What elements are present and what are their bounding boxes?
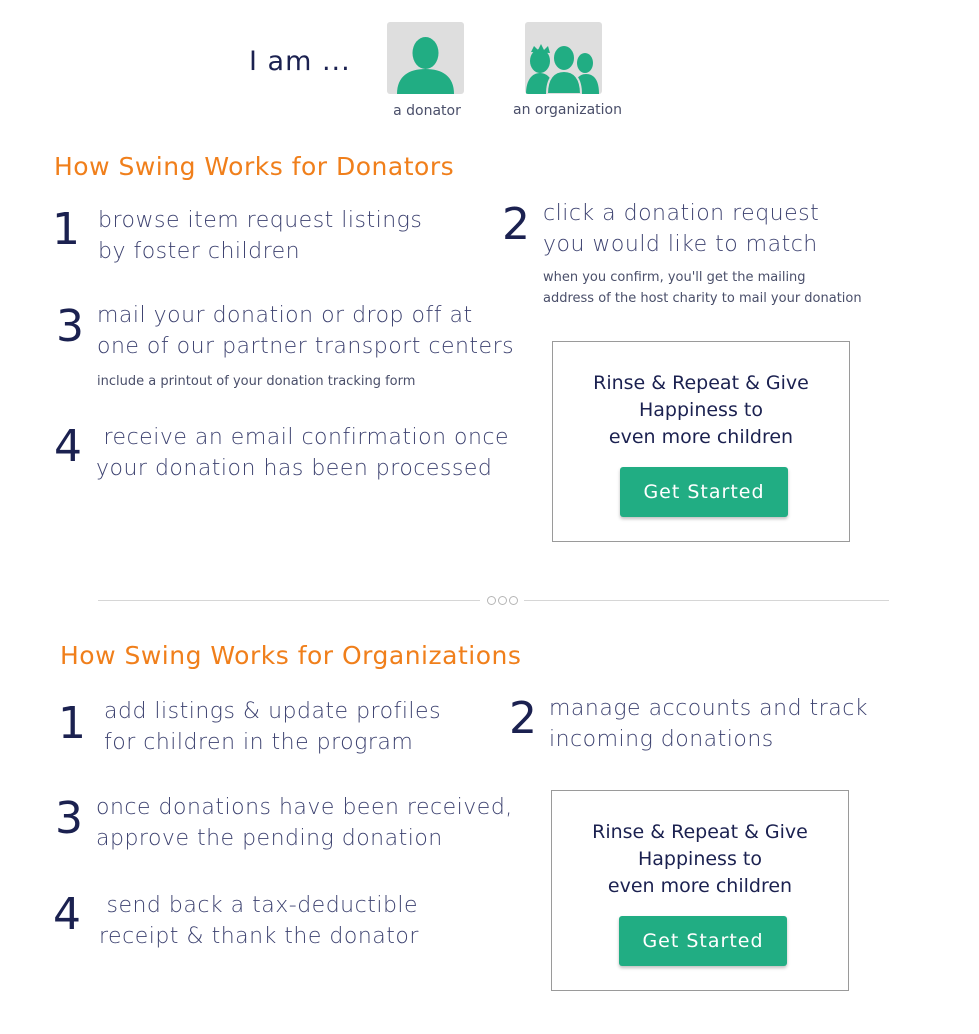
cta-line: Rinse & Repeat & Give (593, 372, 809, 394)
donator-role-button[interactable] (387, 22, 464, 94)
step-line: once donations have been received, (96, 795, 513, 820)
donator-step-3-text: mail your donation or drop off at one of… (97, 300, 514, 362)
org-step-1-text: add listings & update profiles for child… (104, 696, 441, 758)
step-line: click a donation request (543, 201, 820, 226)
donator-step-2-number: 2 (502, 199, 530, 250)
i-am-label: I am ... (249, 46, 351, 77)
org-step-2-number: 2 (509, 693, 537, 744)
divider-dot (486, 595, 496, 605)
donator-step-4-text: receive an email confirmation once your … (96, 422, 509, 484)
divider-ornament (480, 592, 524, 608)
cta-line: even more children (607, 875, 793, 897)
donators-section-title: How Swing Works for Donators (54, 152, 455, 181)
cta-line: Rinse & Repeat & Give (592, 821, 808, 843)
org-get-started-button[interactable]: Get Started (619, 916, 787, 966)
org-step-4-text: send back a tax-deductible receipt & tha… (99, 890, 419, 952)
donator-step-1-text: browse item request listings by foster c… (98, 205, 422, 267)
step-line: browse item request listings (98, 208, 423, 233)
donator-step-2-note: when you confirm, you'll get the mailing… (543, 267, 862, 309)
cta-line: Happiness to (638, 848, 762, 870)
step-line: approve the pending donation (96, 826, 443, 851)
org-step-3-number: 3 (55, 793, 83, 844)
donator-step-3-note: include a printout of your donation trac… (97, 374, 416, 389)
step-line: your donation has been processed (96, 456, 493, 481)
org-step-3-text: once donations have been received, appro… (96, 792, 513, 854)
group-icon (526, 44, 599, 94)
step-line: you would like to match (543, 232, 818, 257)
org-step-2-text: manage accounts and track incoming donat… (549, 693, 868, 755)
donator-step-1-number: 1 (52, 204, 80, 255)
step-line: mail your donation or drop off at (97, 303, 473, 328)
step-line: for children in the program (104, 730, 414, 755)
note-line: when you confirm, you'll get the mailing (543, 270, 806, 285)
cta-line: Happiness to (639, 399, 763, 421)
divider-dot (497, 595, 507, 605)
donator-cta-box: Rinse & Repeat & Give Happiness to even … (552, 341, 850, 542)
organization-role-button[interactable] (525, 22, 602, 94)
organizations-section-title: How Swing Works for Organizations (60, 641, 522, 670)
step-line: incoming donations (549, 727, 774, 752)
organization-role-label: an organization (513, 102, 622, 118)
cta-line: even more children (608, 426, 794, 448)
donator-role-label: a donator (393, 103, 461, 119)
note-line: address of the host charity to mail your… (543, 291, 862, 306)
divider-dot (508, 595, 518, 605)
step-line: add listings & update profiles (104, 699, 442, 724)
donator-step-2-text: click a donation request you would like … (543, 198, 819, 260)
cta-message: Rinse & Repeat & Give Happiness to even … (552, 819, 848, 900)
donator-get-started-button[interactable]: Get Started (620, 467, 788, 517)
donator-step-4-number: 4 (54, 421, 82, 472)
person-icon (397, 37, 454, 94)
step-line: receive an email confirmation once (96, 425, 510, 450)
donator-step-3-number: 3 (56, 301, 84, 352)
org-cta-box: Rinse & Repeat & Give Happiness to even … (551, 790, 849, 991)
step-line: manage accounts and track (549, 696, 869, 721)
step-line: send back a tax-deductible (99, 893, 419, 918)
step-line: receipt & thank the donator (99, 924, 419, 949)
step-line: one of our partner transport centers (97, 334, 515, 359)
cta-message: Rinse & Repeat & Give Happiness to even … (553, 370, 849, 451)
org-step-4-number: 4 (53, 889, 81, 940)
org-step-1-number: 1 (58, 698, 86, 749)
step-line: by foster children (98, 239, 301, 264)
